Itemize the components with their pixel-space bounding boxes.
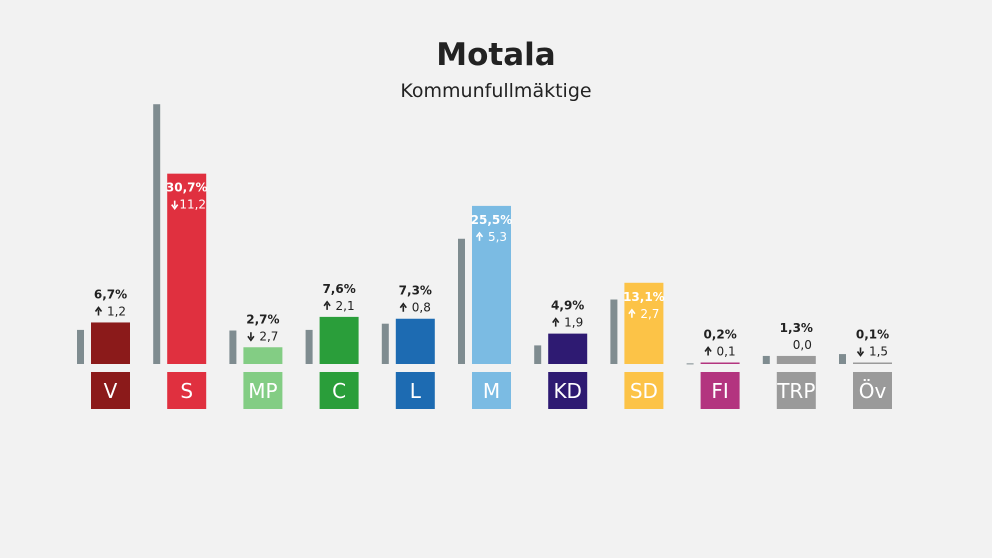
party-label: M	[483, 379, 500, 403]
party-box-sd	[624, 372, 664, 409]
bar-v	[91, 322, 130, 364]
bar-trp	[776, 355, 816, 364]
party-box-s	[167, 372, 207, 409]
arrow-up-icon	[475, 231, 484, 241]
value-label: 6,7%	[94, 287, 127, 301]
value-label: 1,3%	[780, 321, 813, 335]
bar-fi	[700, 362, 740, 364]
bar-c	[319, 316, 359, 364]
party-box-mp	[243, 372, 283, 409]
change-label: 2,1	[336, 299, 355, 313]
party-box-c	[319, 372, 359, 409]
party-box-v	[91, 372, 130, 409]
party-label: TRP	[776, 379, 815, 403]
previous-bar-kd	[534, 345, 542, 364]
previous-bar-s	[153, 104, 161, 364]
party-box-trp	[776, 372, 816, 409]
party-box-kd	[548, 372, 588, 409]
change-label: 1,2	[107, 304, 126, 318]
party-label: MP	[248, 379, 277, 403]
bar-mp	[243, 347, 283, 364]
change-label: 1,9	[564, 316, 583, 330]
value-label: 7,6%	[322, 282, 355, 296]
party-label: C	[332, 379, 346, 403]
change-label: 2,7	[259, 329, 278, 343]
party-label: Öv	[859, 379, 887, 403]
party-label: V	[104, 379, 118, 403]
arrow-up-icon	[704, 346, 712, 356]
arrow-down-icon	[856, 347, 865, 357]
previous-bar-v	[77, 329, 84, 364]
previous-bar-c	[305, 329, 313, 364]
change-label: 5,3	[488, 230, 507, 244]
value-label: 0,1%	[856, 328, 889, 342]
party-label: KD	[553, 379, 582, 403]
arrow-up-icon	[552, 317, 560, 327]
party-box-fi	[700, 372, 740, 409]
arrow-up-icon	[628, 308, 636, 318]
party-box-l	[395, 372, 435, 409]
change-label: 2,7	[640, 307, 659, 321]
previous-bar-fi	[686, 363, 694, 365]
party-label: S	[180, 379, 193, 403]
previous-bar-l	[381, 323, 389, 364]
bar-sd	[624, 282, 664, 364]
change-label: 0,8	[412, 301, 431, 315]
value-label: 30,7%	[166, 181, 208, 195]
value-label: 13,1%	[623, 290, 665, 304]
bar-s	[167, 173, 207, 364]
value-label: 7,3%	[399, 284, 432, 298]
previous-bar-sd	[610, 299, 618, 364]
change-label: 0,0	[793, 338, 812, 352]
party-label: SD	[630, 379, 658, 403]
arrow-down-icon	[247, 332, 255, 342]
change-label: 0,1	[717, 345, 736, 359]
bar-m	[472, 205, 511, 364]
change-label: 1,5	[869, 345, 888, 359]
value-label: 4,9%	[551, 299, 584, 313]
arrow-up-icon	[399, 302, 407, 312]
bar-kd	[548, 333, 588, 364]
arrow-up-icon	[323, 300, 331, 310]
value-label: 25,5%	[471, 213, 513, 227]
chart-subtitle: Kommunfullmäktige	[400, 80, 592, 102]
value-label: 2,7%	[246, 312, 279, 326]
bar-öv	[853, 362, 892, 364]
bar-l	[395, 318, 435, 364]
party-label: FI	[711, 379, 728, 403]
previous-bar-öv	[839, 354, 846, 364]
previous-bar-trp	[762, 355, 770, 364]
party-box-m	[472, 372, 511, 409]
previous-bar-mp	[229, 330, 237, 364]
party-label: L	[410, 379, 422, 403]
arrow-up-icon	[94, 306, 103, 316]
change-label: 11,2	[179, 198, 206, 212]
previous-bar-m	[458, 238, 465, 364]
arrow-down-icon	[171, 200, 179, 210]
chart-title: Motala	[436, 37, 556, 73]
party-box-öv	[853, 372, 892, 409]
value-label: 0,2%	[703, 328, 736, 342]
